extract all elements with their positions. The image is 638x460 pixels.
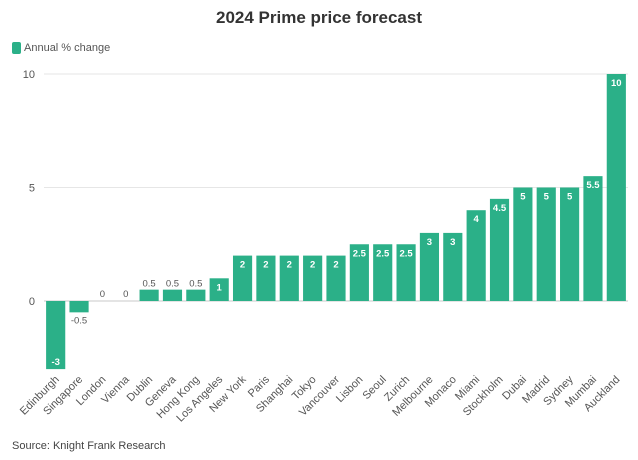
- data-label: 5: [567, 192, 573, 203]
- data-label: -3: [51, 357, 59, 368]
- bar-vancouver: [326, 255, 346, 301]
- data-label: 3: [427, 237, 432, 248]
- data-label: 5: [520, 192, 526, 203]
- bar-lisbon: [349, 244, 369, 301]
- bar-singapore: [69, 301, 89, 313]
- data-label: 4: [474, 214, 480, 225]
- bar-stockholm: [489, 198, 510, 301]
- x-axis: EdinburghSingaporeLondonViennaDublinGene…: [18, 373, 623, 424]
- data-label: 0.5: [189, 279, 202, 290]
- bar-hong-kong: [186, 289, 206, 301]
- bar-auckland: [606, 74, 626, 301]
- data-label: 4.5: [493, 203, 507, 214]
- bar-edinburgh: [46, 301, 66, 370]
- chart-title: 2024 Prime price forecast: [215, 8, 422, 27]
- bar-geneva: [162, 289, 183, 301]
- data-label: 2.5: [353, 248, 367, 259]
- data-label: 2: [310, 260, 315, 271]
- y-tick-label: 5: [29, 183, 35, 195]
- bars: [46, 74, 626, 370]
- bar-dublin: [139, 289, 159, 301]
- data-label: 0.5: [166, 279, 179, 290]
- bar-melbourne: [419, 232, 440, 301]
- data-label: 2: [287, 260, 292, 271]
- bar-mumbai: [583, 176, 603, 301]
- legend-label: Annual % change: [24, 42, 111, 54]
- data-label: 5: [544, 192, 550, 203]
- bar-miami: [466, 210, 486, 301]
- x-tick-label: Lisbon: [334, 374, 365, 405]
- data-label: 0: [123, 289, 128, 300]
- bar-monaco: [443, 232, 463, 301]
- data-label: 2: [263, 260, 268, 271]
- data-label: 0.5: [143, 279, 156, 290]
- data-label: 2.5: [376, 248, 390, 259]
- bar-paris: [256, 255, 276, 301]
- data-label: -0.5: [71, 315, 87, 326]
- data-label: 2: [333, 260, 338, 271]
- data-label: 0: [100, 289, 105, 300]
- data-label: 5.5: [586, 180, 600, 191]
- bar-seoul: [373, 244, 393, 301]
- data-labels: -3 -0.5 0 0 0.5 0.5 0.5 1 2 2 2 2 2 2.5 2.5 2.5 3 3 4 4.5 5 5…: [51, 78, 621, 368]
- bar-tokyo: [303, 255, 323, 301]
- data-label: 1: [217, 282, 223, 293]
- bar-los-angeles: [209, 278, 229, 301]
- bar-sydney: [560, 187, 580, 301]
- y-tick-label: 10: [23, 69, 35, 81]
- legend: Annual % change: [12, 42, 110, 54]
- bar-zurich: [396, 244, 416, 301]
- y-tick-label: 0: [29, 296, 35, 308]
- data-label: 2: [240, 260, 245, 271]
- legend-swatch: [12, 42, 21, 54]
- bar-dubai: [513, 187, 533, 301]
- bar-madrid: [536, 187, 556, 301]
- bar-new-york: [232, 255, 253, 301]
- data-label: 2.5: [399, 248, 413, 259]
- y-axis: 0 5 10: [23, 69, 35, 308]
- data-label: 3: [450, 237, 455, 248]
- source-note: Source: Knight Frank Research: [12, 440, 166, 452]
- bar-shanghai: [279, 255, 299, 301]
- data-label: 10: [611, 78, 622, 89]
